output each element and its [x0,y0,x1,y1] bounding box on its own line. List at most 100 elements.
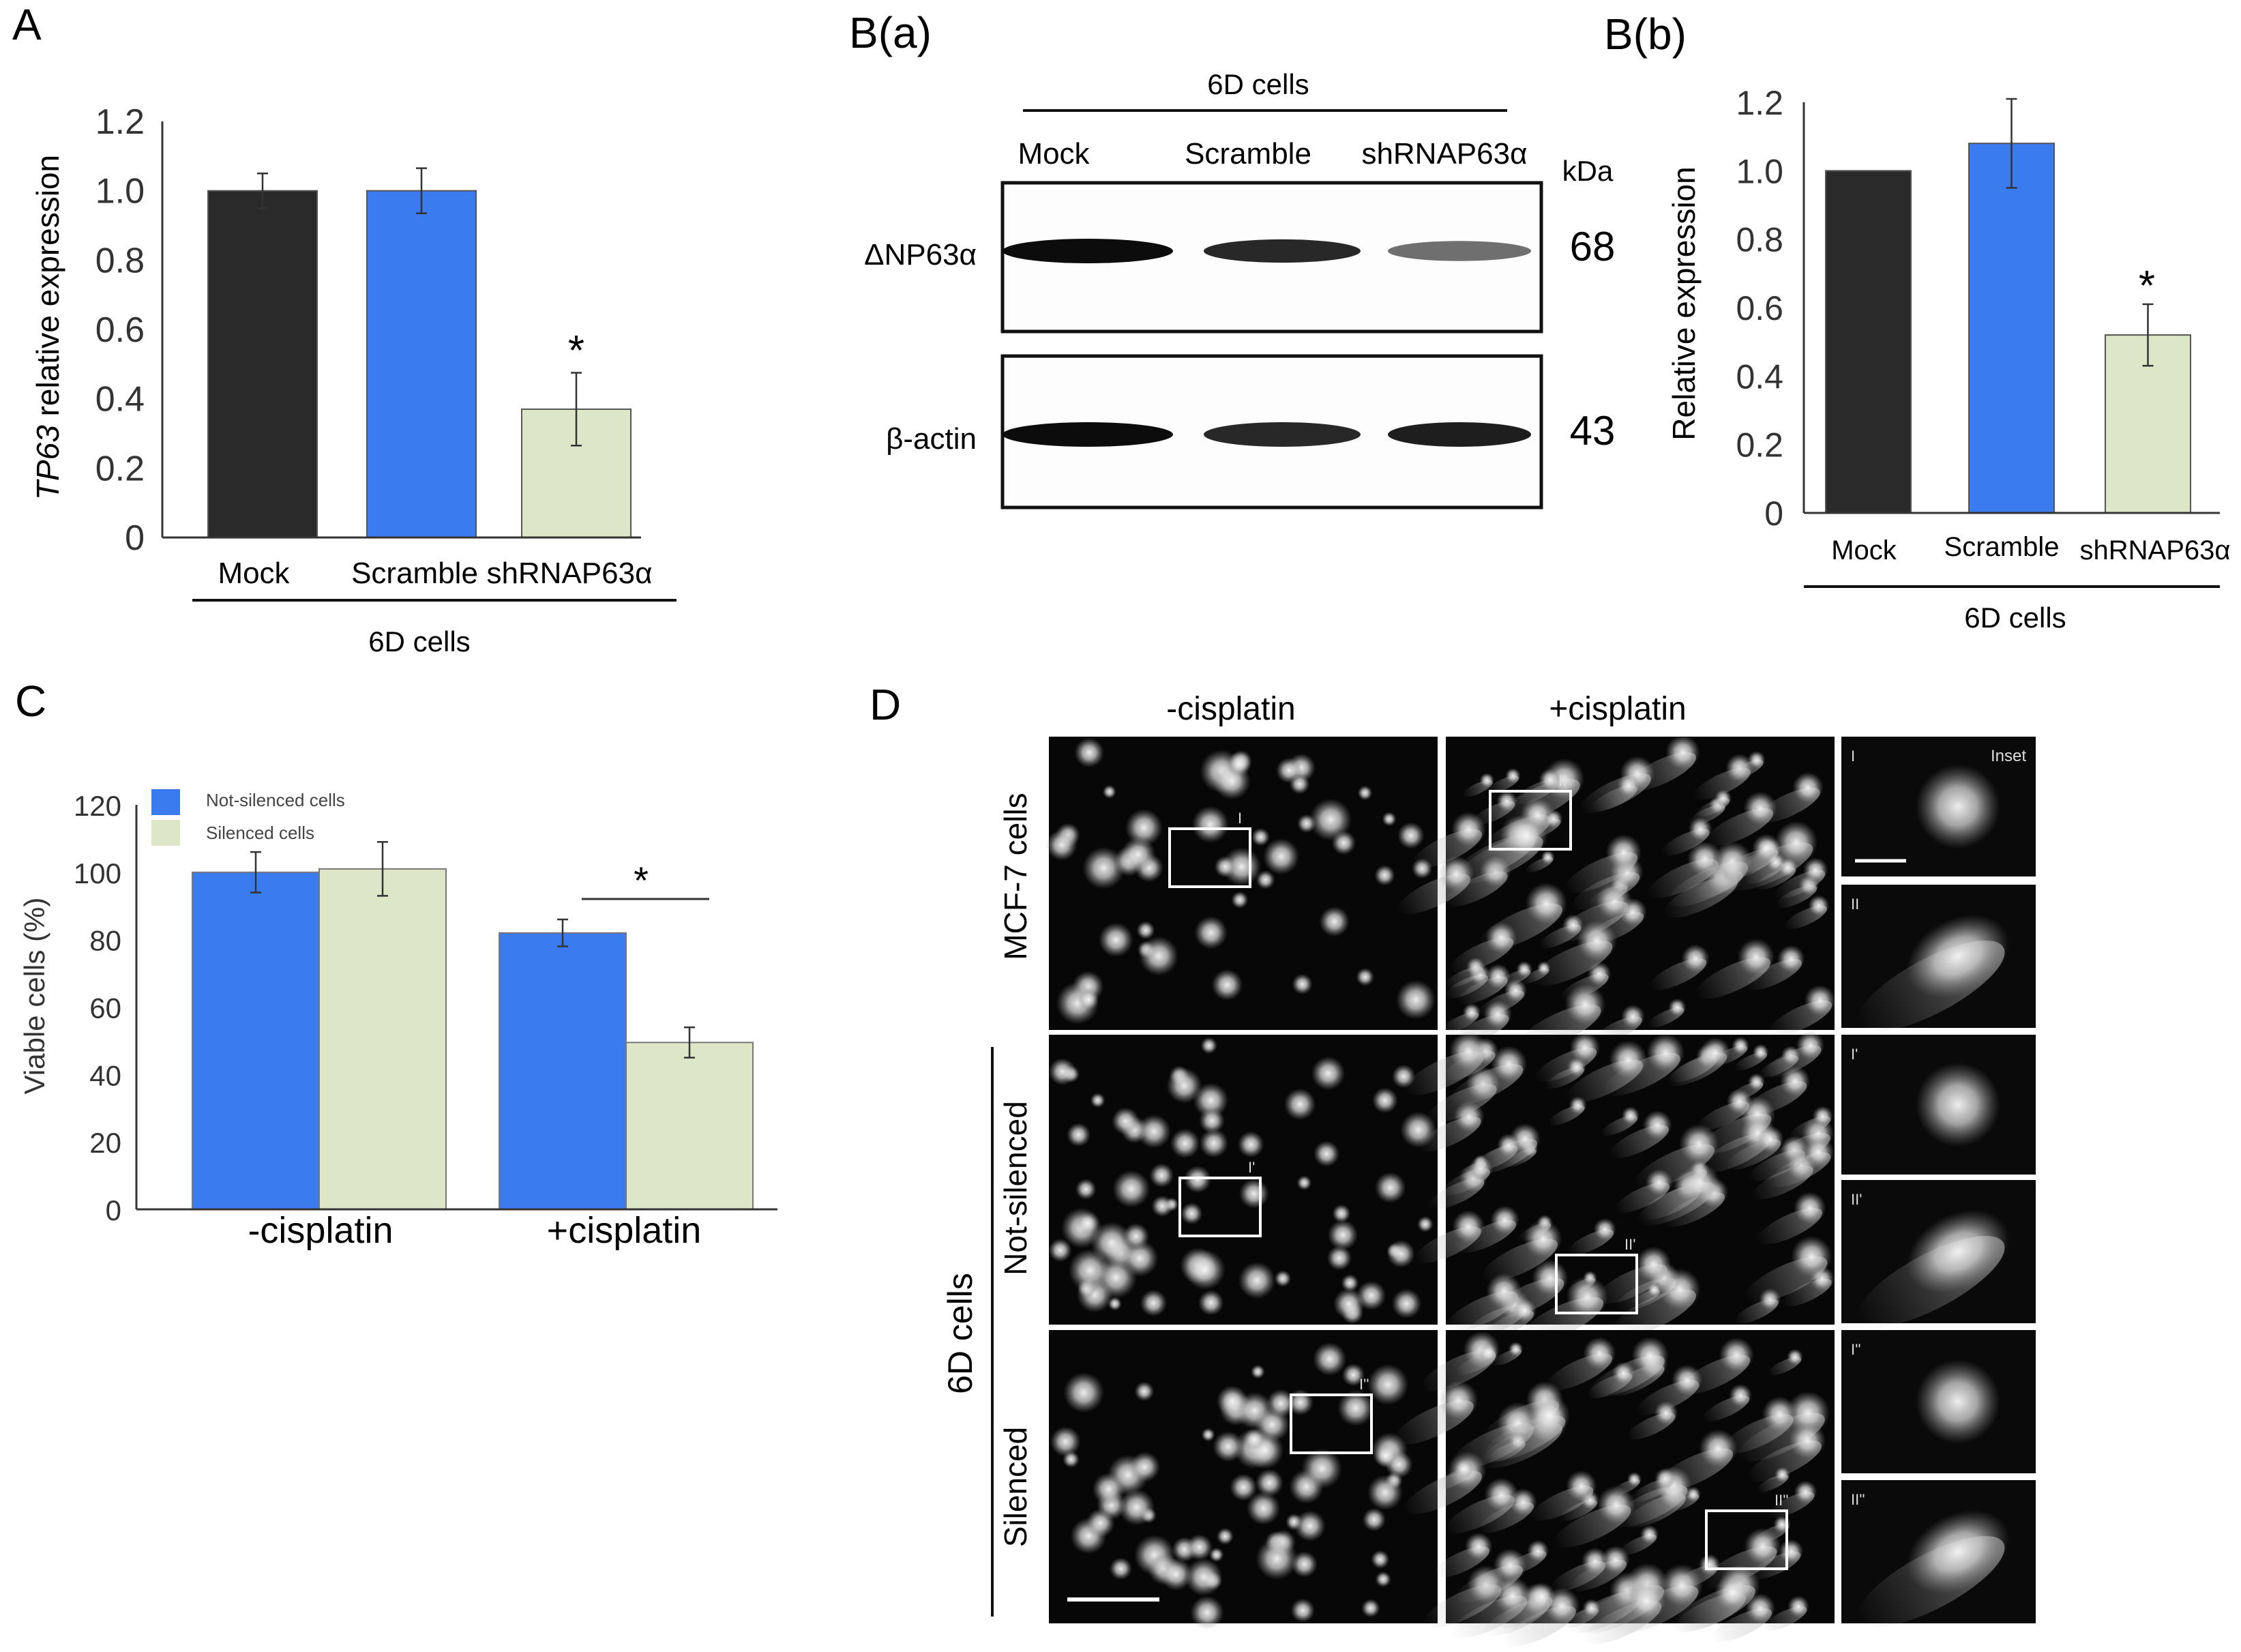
panel-label-d: D [870,680,901,729]
zoom-box-label-2-1: II'' [1775,1492,1789,1509]
chart-bb-y-tick-label-6: 1.2 [1736,84,1783,122]
micro-group-label: 6D cells [941,1273,979,1394]
micrograph-1-1: II' [1405,1031,1835,1344]
chart-a-error-bar-0 [257,173,268,209]
zoom-box-label-1-1: II' [1624,1236,1635,1253]
chart-bb-error-bar-2 [2142,303,2154,367]
chart-bb-y-tick-label-2: 0.4 [1736,357,1783,396]
chart-bb-tick-label-mock: Mock [1831,535,1897,565]
zoom-box-label-0-1: II [1558,772,1567,789]
chart-bb-y-tick-label-4: 0.8 [1736,221,1783,259]
inset-title: Inset [1991,747,2026,765]
blot-kda-43: 43 [1570,408,1616,454]
chart-a-y-tick-label-6: 1.2 [95,102,145,142]
blot-lane-label-mock: Mock [1018,137,1090,171]
chart-c-y-tick-label-6: 120 [74,790,121,822]
micrograph-1-0: I' [1048,1035,1438,1325]
chart-bb-y-axis-title: Relative expression [1666,166,1702,440]
chart-c-legend-swatch-silenced [151,820,180,846]
inset-label-3: II' [1851,1191,1862,1208]
chart-a-y-axis-title: TP63 relative expression [30,155,65,500]
blot-band-0-2 [1388,241,1531,261]
chart-c-legend-label-silenced: Silenced cells [206,823,314,843]
inset-0: I Inset [1841,737,2036,876]
zoom-box-0-1 [1489,790,1572,851]
chart-bb: 0 0.2 0.4 0.6 0.8 1.0 1.2 Mock Scramble shRNAP… [1666,84,2231,634]
blot-lane-label-shrna: shRNAP63α [1361,137,1527,171]
chart-c-y-tick-label-0: 0 [106,1194,121,1226]
chart-a-tick-label-scramble: Scramble [351,557,478,590]
chart-c-y-tick-label-4: 80 [89,925,121,957]
chart-a-y-tick-label-0: 0 [125,518,145,558]
inset-3: II' [1841,1180,2036,1327]
zoom-box-1-0 [1178,1177,1262,1237]
chart-bb-bar-1 [1968,143,2055,514]
zoom-box-0-0 [1168,827,1251,888]
blot-row-label-dnp63a: ΔNP63α [864,238,977,271]
blot-band-0-0 [1003,239,1173,263]
zoom-box-2-0 [1290,1393,1373,1454]
chart-a-significance: * [568,327,584,374]
chart-bb-bar-0 [1825,170,1912,514]
blot-band-0-1 [1204,239,1361,263]
chart-a-y-tick-label-4: 0.8 [95,241,145,280]
chart-c-y-tick-label-1: 20 [89,1127,121,1159]
blot-band-1-1 [1204,422,1361,447]
zoom-box-label-2-0: I'' [1359,1376,1369,1393]
chart-c-tick-label-minus: -cisplatin [248,1210,393,1251]
chart-c-bar-0-0 [192,871,320,1211]
micro-col-title-plus: +cisplatin [1549,691,1686,727]
micro-row-label-silenced: Silenced [998,1427,1033,1547]
panel-label-ba: B(a) [849,8,932,57]
micro-row-label-mcf7: MCF-7 cells [998,793,1033,960]
blot-band-1-2 [1388,422,1531,447]
zoom-box-1-1 [1555,1254,1638,1314]
western-blot: 6D cells Mock Scramble shRNAP63α kDa ΔNP… [864,68,1616,510]
chart-a-tick-label-mock: Mock [218,557,290,590]
micro-col-title-minus: -cisplatin [1166,691,1295,727]
chart-c-bar-0-1 [499,932,627,1210]
zoom-box-2-1 [1705,1509,1788,1570]
chart-c-error-bar-0-0 [250,851,261,894]
chart-bb-group-label: 6D cells [1964,602,2066,634]
chart-a-group-label: 6D cells [368,625,470,658]
chart-c-y-axis-title: Viable cells (%) [18,898,50,1095]
chart-c-error-bar-0-1 [557,918,568,947]
chart-c-legend-swatch-not-silenced [151,789,180,815]
chart-bb-error-bar-1 [2006,98,2017,189]
chart-c: 0 20 40 60 80 100 120 -cisplatin +cisplatin Vi… [18,789,777,1251]
zoom-box-label-0-0: I [1238,810,1242,827]
panel-label-c: C [15,677,46,726]
chart-bb-y-tick-label-0: 0 [1764,495,1783,533]
inset-5: II'' [1841,1480,2036,1627]
chart-bb-y-tick-label-1: 0.2 [1736,426,1783,464]
chart-bb-y-tick-label-5: 1.0 [1736,152,1783,190]
chart-c-y-tick-label-3: 60 [89,992,121,1024]
micrograph-0-0: I [1045,737,1438,1030]
chart-a-y-tick-label-3: 0.6 [95,310,145,350]
zoom-box-label-1-0: I' [1248,1159,1255,1176]
chart-a-tick-label-shrna: shRNAP63α [486,557,652,590]
chart-bb-y-tick-label-3: 0.6 [1736,289,1783,327]
blot-row-label-actin: β-actin [886,422,977,456]
inset-2: I' [1841,1035,2036,1175]
inset-1: II [1841,885,2036,1031]
chart-bb-significance: * [2139,263,2155,310]
chart-c-bar-1-1 [625,1042,754,1210]
chart-bb-tick-label-scramble: Scramble [1944,532,2060,562]
inset-label-4: I'' [1851,1341,1861,1358]
chart-a-error-bar-1 [416,167,427,214]
chart-c-bar-1-0 [318,868,447,1211]
micrograph-0-1: II [1397,735,1836,1051]
chart-c-tick-label-plus: +cisplatin [547,1210,702,1251]
blot-group-label: 6D cells [1207,68,1309,100]
chart-c-error-bar-1-1 [684,1026,695,1059]
chart-a-y-tick-label-2: 0.4 [95,380,145,419]
chart-c-significance: * [634,859,649,902]
comet-assay-micrographs: -cisplatin +cisplatin MCF-7 cells Not-si… [941,691,2036,1647]
panel-label-bb: B(b) [1604,10,1687,59]
chart-a-bar-0 [207,190,318,538]
inset-4: I'' [1841,1330,2036,1473]
chart-a-error-bar-2 [571,372,582,447]
